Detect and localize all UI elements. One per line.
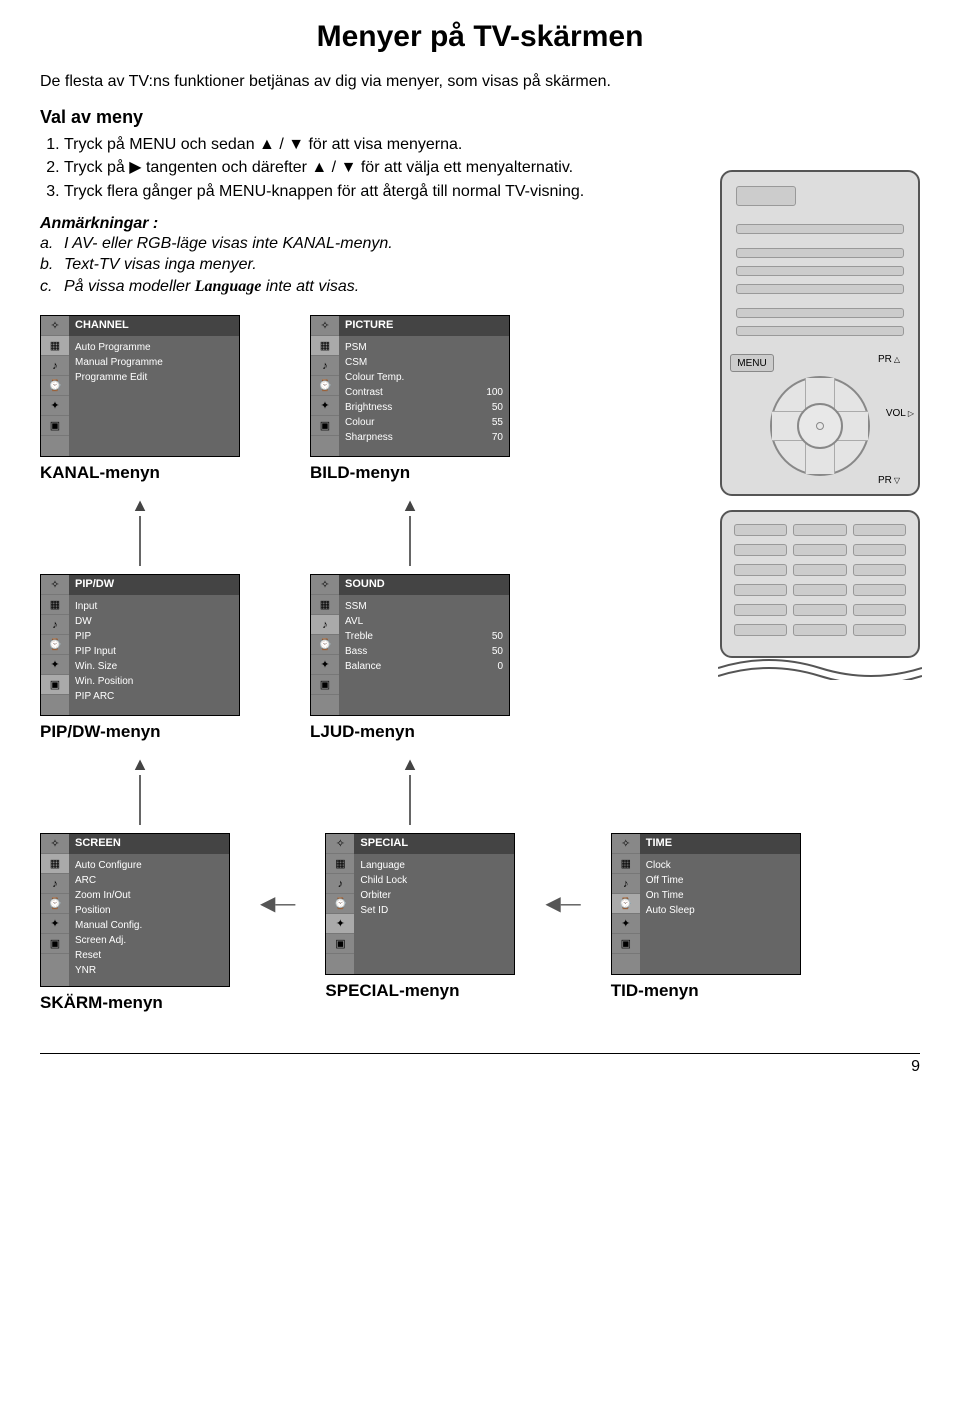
notes-list: a.I AV- eller RGB-läge visas inte KANAL-… [40,233,620,298]
menu-content: PSMCSMColour Temp.Contrast100Brightness5… [339,336,509,456]
arrow-up-icon: ▲ [40,495,240,566]
menu-button[interactable]: MENU [730,354,774,372]
remote-lower [720,510,920,658]
menu-content: InputDWPIPPIP InputWin. SizeWin. Positio… [69,595,239,715]
menu-name-pipdw: PIP/DW-menyn [40,722,240,742]
menu-content: LanguageChild LockOrbiterSet ID [354,854,514,974]
menu-pipdw: ✧PIP/DW ▦♪⌚✦▣ InputDWPIPPIP InputWin. Si… [40,574,240,716]
page-title: Menyer på TV-skärmen [40,20,920,54]
menu-name-channel: KANAL-menyn [40,463,240,483]
pr-up-label: PR△ [878,354,900,365]
star-icon: ✧ [41,316,69,336]
nav-dial[interactable] [770,376,870,476]
remote-display [736,186,796,206]
menu-screen: ✧SCREEN ▦♪⌚✦▣ Auto ConfigureARCZoom In/O… [40,833,230,987]
pip-icon: ▣ [41,416,69,436]
menu-name-special: SPECIAL-menyn [325,981,515,1001]
arrow-up-icon: ▲ [310,754,510,825]
pr-down-label: PR▽ [878,475,900,486]
menu-name-screen: SKÄRM-menyn [40,993,230,1013]
note-item: c.På vissa modeller Language inte att vi… [40,276,620,298]
page-number: 9 [911,1058,920,1076]
menu-content: Auto ProgrammeManual ProgrammeProgramme … [69,336,239,456]
remote-control: MENU PR△ VOL▷ PR▽ [720,170,920,680]
step-item: Tryck på MENU och sedan ▲ / ▼ för att vi… [64,134,620,156]
vol-label: VOL▷ [886,408,914,419]
arrow-left-icon: ◀— [260,891,295,916]
note-item: b.Text-TV visas inga menyer. [40,254,620,276]
steps-list: Tryck på MENU och sedan ▲ / ▼ för att vi… [40,134,620,203]
arrow-up-icon: ▲ [310,495,510,566]
ok-button[interactable] [797,403,843,449]
step-item: Tryck på ▶ tangenten och därefter ▲ / ▼ … [64,157,620,179]
menu-name-time: TID-menyn [611,981,801,1001]
section-heading: Val av meny [40,107,920,128]
star-icon: ✧ [311,316,339,336]
menu-name-picture: BILD-menyn [310,463,510,483]
intro-text: De flesta av TV:ns funktioner betjänas a… [40,72,640,93]
menu-sound: ✧SOUND ▦♪⌚✦▣ SSMAVLTreble50Bass50Balance… [310,574,510,716]
menu-time: ✧TIME ▦♪⌚✦▣ ClockOff TimeOn TimeAuto Sle… [611,833,801,975]
menu-picture: ✧PICTURE ▦♪⌚✦▣ PSMCSMColour Temp.Contras… [310,315,510,457]
note-icon: ♪ [41,356,69,376]
clock-icon: ⌚ [41,376,69,396]
arrow-up-icon: ▲ [40,754,240,825]
step-item: Tryck flera gånger på MENU-knappen för a… [64,181,620,203]
arrow-left-icon: ◀— [545,891,580,916]
menu-content: ClockOff TimeOn TimeAuto Sleep [640,854,800,974]
menu-channel: ✧CHANNEL ▦ ♪ ⌚ ✦ ▣ Auto ProgrammeManual … [40,315,240,457]
note-item: a.I AV- eller RGB-läge visas inte KANAL-… [40,233,620,255]
menu-content: SSMAVLTreble50Bass50Balance0 [339,595,509,715]
menu-content: Auto ConfigureARCZoom In/OutPositionManu… [69,854,229,986]
menu-name-sound: LJUD-menyn [310,722,510,742]
menu-special: ✧SPECIAL ▦♪⌚✦▣ LanguageChild LockOrbiter… [325,833,515,975]
grid-icon: ▦ [41,336,69,356]
sparkle-icon: ✦ [41,396,69,416]
